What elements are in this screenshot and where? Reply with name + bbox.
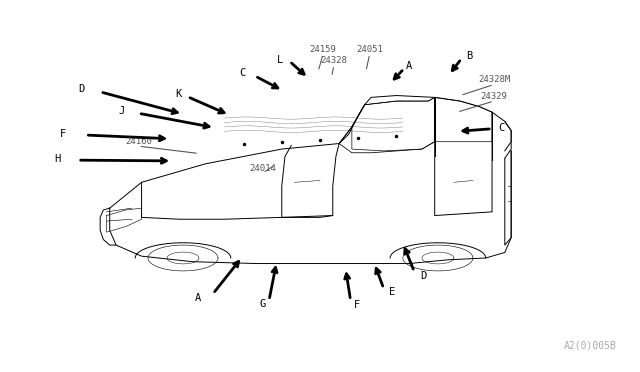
Text: 24328M: 24328M (478, 76, 510, 84)
Text: A: A (195, 292, 201, 302)
Text: 24159: 24159 (310, 45, 337, 54)
Text: 24160: 24160 (125, 137, 152, 146)
Text: 24329: 24329 (481, 92, 508, 101)
Text: K: K (175, 89, 182, 99)
Text: L: L (277, 55, 284, 65)
Text: F: F (60, 129, 67, 139)
Text: A: A (406, 61, 412, 71)
Text: J: J (118, 106, 124, 116)
Text: G: G (260, 299, 266, 309)
Text: D: D (78, 84, 84, 94)
Text: A2(0)005B: A2(0)005B (563, 340, 616, 350)
Text: H: H (54, 154, 61, 164)
Text: C: C (499, 123, 505, 133)
Text: 24328: 24328 (321, 56, 348, 65)
Text: C: C (239, 68, 245, 78)
Text: D: D (420, 272, 426, 282)
Text: B: B (467, 51, 473, 61)
Text: F: F (354, 300, 360, 310)
Text: 24014: 24014 (249, 164, 276, 173)
Text: 24051: 24051 (356, 45, 383, 54)
Text: E: E (389, 287, 395, 297)
